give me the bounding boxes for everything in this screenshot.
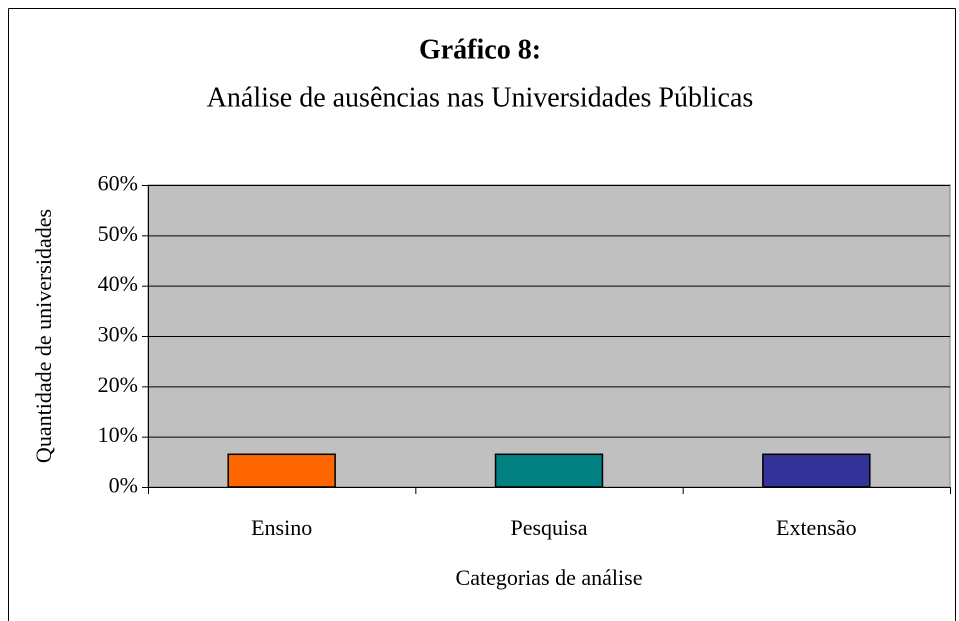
x-axis-title: Categorias de análise bbox=[456, 565, 643, 590]
y-tick-label: 40% bbox=[98, 271, 138, 296]
y-tick-label: 20% bbox=[98, 372, 138, 397]
y-axis-title: Quantidade de universidades bbox=[31, 209, 56, 463]
x-tick-label: Pesquisa bbox=[511, 515, 588, 540]
bar bbox=[227, 453, 336, 488]
x-tick-label: Ensino bbox=[251, 515, 312, 540]
x-tick-label: Extensão bbox=[776, 515, 857, 540]
y-tick-label: 50% bbox=[98, 221, 138, 246]
chart-title: Gráfico 8: bbox=[419, 34, 541, 65]
bar bbox=[762, 453, 871, 488]
y-tick-label: 60% bbox=[98, 171, 138, 196]
bar bbox=[494, 453, 604, 488]
y-tick-label: 0% bbox=[109, 473, 138, 498]
y-tick-label: 30% bbox=[98, 322, 138, 347]
y-tick-label: 10% bbox=[98, 422, 138, 447]
chart-subtitle: Análise de ausências nas Universidades P… bbox=[207, 82, 754, 113]
